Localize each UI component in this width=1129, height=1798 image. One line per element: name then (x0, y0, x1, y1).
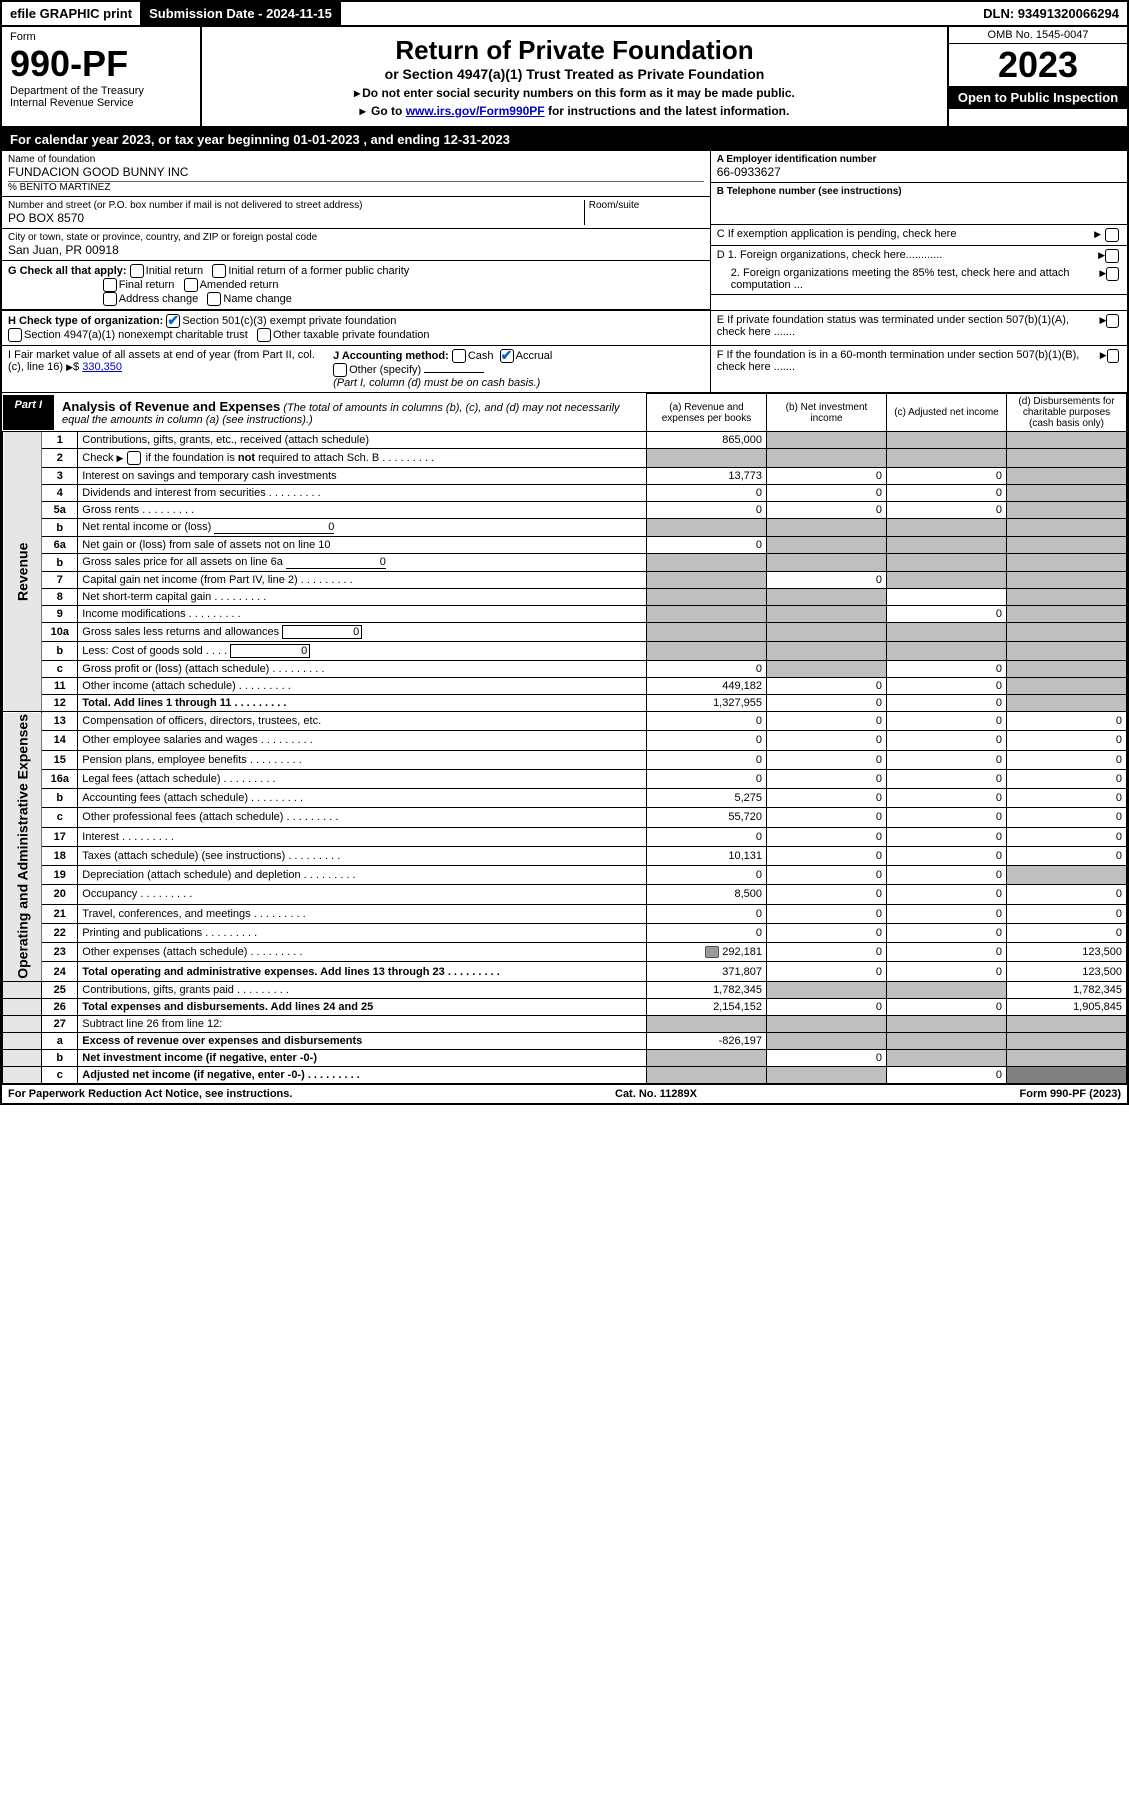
part1-table: Part I Analysis of Revenue and Expenses … (2, 393, 1127, 1084)
4947-checkbox[interactable] (8, 328, 22, 342)
tax-year: 2023 (949, 44, 1127, 86)
foreign-org-checkbox[interactable] (1105, 249, 1119, 263)
col-c-header: (c) Adjusted net income (887, 394, 1007, 432)
ij-row: I Fair market value of all assets at end… (2, 346, 1127, 393)
submission-date: Submission Date - 2024-11-15 (141, 2, 341, 25)
final-return-checkbox[interactable] (103, 278, 117, 292)
h-row: H Check type of organization: Section 50… (2, 311, 1127, 346)
amended-checkbox[interactable] (184, 278, 198, 292)
omb-number: OMB No. 1545-0047 (949, 27, 1127, 44)
triangle-icon (1094, 228, 1101, 240)
expenses-side-label: Operating and Administrative Expenses (3, 712, 42, 982)
dln-label: DLN: 93491320066294 (975, 2, 1127, 25)
form-container: efile GRAPHIC print Submission Date - 20… (0, 0, 1129, 1105)
cat-number: Cat. No. 11289X (615, 1088, 697, 1100)
info-right: A Employer identification number 66-0933… (711, 151, 1127, 310)
part1-header: Part I Analysis of Revenue and Expenses … (3, 395, 647, 430)
phone-cell: B Telephone number (see instructions) (711, 183, 1127, 225)
room-label: Room/suite (589, 200, 704, 211)
top-bar: efile GRAPHIC print Submission Date - 20… (2, 2, 1127, 27)
col-b-header: (b) Net investment income (767, 394, 887, 432)
ein-value: 66-0933627 (717, 165, 1121, 179)
accrual-checkbox[interactable] (500, 349, 514, 363)
irs-label: Internal Revenue Service (10, 97, 192, 109)
header-center: Return of Private Foundation or Section … (202, 27, 947, 126)
efile-label: efile GRAPHIC print (2, 2, 141, 25)
street-address: PO BOX 8570 (8, 211, 584, 225)
initial-return-checkbox[interactable] (130, 264, 144, 278)
col-a-header: (a) Revenue and expenses per books (647, 394, 767, 432)
form-ref: Form 990-PF (2023) (1020, 1088, 1121, 1100)
form-subtitle: or Section 4947(a)(1) Trust Treated as P… (210, 66, 939, 82)
header-row: Form 990-PF Department of the Treasury I… (2, 27, 1127, 128)
city-cell: City or town, state or province, country… (2, 229, 710, 261)
60month-checkbox[interactable] (1107, 349, 1119, 363)
foundation-name: FUNDACION GOOD BUNNY INC (8, 165, 704, 179)
other-taxable-checkbox[interactable] (257, 328, 271, 342)
name-change-checkbox[interactable] (207, 292, 221, 306)
attachment-icon[interactable] (705, 946, 719, 958)
exemption-pending-checkbox[interactable] (1105, 228, 1119, 242)
note-goto: Go to www.irs.gov/Form990PF for instruct… (210, 104, 939, 118)
foreign-85-checkbox[interactable] (1106, 267, 1119, 281)
d-row: D 1. Foreign organizations, check here..… (711, 246, 1127, 295)
c-row: C If exemption application is pending, c… (711, 225, 1127, 246)
header-left: Form 990-PF Department of the Treasury I… (2, 27, 202, 126)
info-grid: Name of foundation FUNDACION GOOD BUNNY … (2, 151, 1127, 311)
part1-tab: Part I (3, 395, 55, 430)
address-change-checkbox[interactable] (103, 292, 117, 306)
note-ssn: Do not enter social security numbers on … (210, 86, 939, 100)
info-left: Name of foundation FUNDACION GOOD BUNNY … (2, 151, 711, 310)
city-state-zip: San Juan, PR 00918 (8, 243, 704, 257)
form-number: 990-PF (10, 43, 192, 85)
header-right: OMB No. 1545-0047 2023 Open to Public In… (947, 27, 1127, 126)
dept-label: Department of the Treasury (10, 85, 192, 97)
name-cell: Name of foundation FUNDACION GOOD BUNNY … (2, 151, 710, 197)
status-terminated-checkbox[interactable] (1106, 314, 1119, 328)
care-of: % BENITO MARTINEZ (8, 181, 704, 193)
revenue-side-label: Revenue (3, 432, 42, 712)
calendar-year-row: For calendar year 2023, or tax year begi… (2, 128, 1127, 151)
form990pf-link[interactable]: www.irs.gov/Form990PF (406, 104, 545, 118)
e-row: E If private foundation status was termi… (711, 311, 1127, 345)
open-public-label: Open to Public Inspection (949, 86, 1127, 109)
arrow-icon (360, 104, 368, 118)
f-row: F If the foundation is in a 60-month ter… (711, 346, 1127, 392)
paperwork-notice: For Paperwork Reduction Act Notice, see … (8, 1088, 292, 1100)
cash-checkbox[interactable] (452, 349, 466, 363)
ein-cell: A Employer identification number 66-0933… (711, 151, 1127, 183)
fmv-link[interactable]: 330,350 (82, 361, 122, 373)
form-label: Form (10, 31, 192, 43)
501c3-checkbox[interactable] (166, 314, 180, 328)
initial-former-checkbox[interactable] (212, 264, 226, 278)
addr-cell: Number and street (or P.O. box number if… (2, 197, 710, 229)
other-method-checkbox[interactable] (333, 363, 347, 377)
col-d-header: (d) Disbursements for charitable purpose… (1007, 394, 1127, 432)
g-row: G Check all that apply: Initial return I… (2, 261, 710, 310)
footer: For Paperwork Reduction Act Notice, see … (2, 1084, 1127, 1103)
sch-b-checkbox[interactable] (127, 451, 141, 465)
form-title: Return of Private Foundation (210, 35, 939, 66)
